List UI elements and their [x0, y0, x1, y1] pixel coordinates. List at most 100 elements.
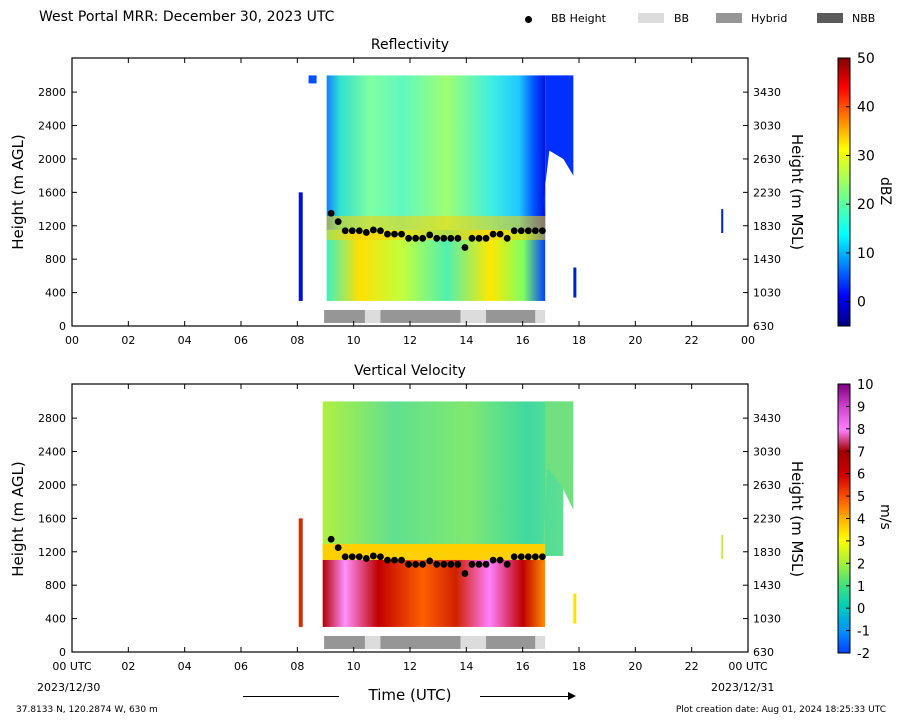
legend-label-bb-height: BB Height: [551, 12, 606, 25]
bb-height-point: [341, 553, 349, 561]
bb-height-point: [334, 544, 342, 551]
bb-height-point: [355, 227, 363, 235]
bb-height-point: [384, 556, 391, 564]
bb-height-point: [531, 227, 539, 235]
bb-height-point: [419, 234, 427, 242]
location-text: 37.8133 N, 120.2874 W, 630 m: [16, 705, 158, 715]
y-tick-right-label: 2630: [753, 479, 781, 492]
y-tick-right-label: 3430: [753, 86, 781, 99]
bb-type-segment: [535, 309, 546, 323]
x-tick-label: 20: [628, 334, 642, 347]
y-tick-label: 2400: [38, 120, 66, 133]
x-tick-label: 08: [290, 334, 304, 347]
bb-type-segment: [324, 635, 365, 649]
bb-height-point: [355, 553, 363, 561]
bb-height-point: [433, 560, 441, 568]
ylabel-left-reflectivity: Height (m AGL): [9, 134, 27, 250]
y-tick-label: 1600: [38, 186, 66, 199]
panel-title-reflectivity: Reflectivity: [370, 37, 450, 53]
x-axis-arrow-right: [480, 696, 572, 697]
reflectivity-tail: [543, 75, 574, 218]
bb-type-segment: [486, 309, 536, 323]
y-tick-right-label: 3030: [753, 120, 781, 133]
x-tick-label: 22: [685, 660, 699, 673]
x-tick-label: 18: [572, 334, 586, 347]
colorbar-tick-label: 30: [857, 148, 875, 164]
plot-frame: [71, 383, 749, 653]
bb-height-point: [531, 553, 539, 561]
y-tick-right-label: 1030: [753, 287, 781, 300]
bb-type-segment: [460, 635, 487, 649]
bb-height-point: [489, 556, 497, 564]
bb-height-point: [362, 555, 370, 562]
y-tick-label: 800: [45, 253, 66, 266]
bb-height-point: [468, 560, 476, 568]
colorbar: [837, 383, 851, 654]
bb-height-point: [369, 552, 377, 560]
panel-title-velocity: Vertical Velocity: [354, 363, 466, 379]
bright-band-region: [326, 215, 546, 240]
bb-height-point: [433, 234, 441, 242]
bb-height-point: [405, 560, 412, 568]
creation-date-text: Plot creation date: Aug 01, 2024 18:25:3…: [675, 705, 886, 715]
y-tick-label: 1200: [38, 546, 66, 559]
x-axis-arrow-left: [243, 696, 339, 697]
bb-height-point: [426, 557, 434, 565]
legend-label-bb: BB: [674, 12, 690, 25]
bb-height-point: [475, 234, 483, 242]
x-tick-label: 20: [628, 660, 642, 673]
x-tick-label: 04: [178, 334, 192, 347]
colorbar-label-ms: m/s: [877, 504, 893, 530]
colorbar-tick-label: 9: [857, 400, 865, 415]
bb-height-point: [461, 570, 469, 577]
bb-type-segment: [486, 635, 536, 649]
y-tick-label: 1600: [38, 512, 66, 525]
x-tick-label: 00 UTC: [728, 660, 768, 673]
bb-height-point: [524, 553, 532, 561]
y-tick-label: 800: [45, 579, 66, 592]
x-tick-label: 12: [403, 660, 417, 673]
colorbar-tick-label: 10: [857, 378, 874, 393]
colorbar-tick-label: 3: [857, 535, 865, 550]
bb-height-point: [362, 229, 370, 236]
x-tick-label: 06: [234, 660, 248, 673]
reflectivity-field-lower: [326, 229, 546, 301]
colorbar-tick-label: 40: [857, 100, 875, 116]
bb-height-point: [327, 535, 335, 543]
y-tick-label: 1200: [38, 220, 66, 233]
y-tick-right-label: 630: [753, 320, 774, 333]
x-tick-label: 18: [572, 660, 586, 673]
bb-height-point: [503, 560, 511, 568]
colorbar-tick-label: 5: [857, 490, 865, 505]
bb-height-point: [489, 230, 497, 238]
y-tick-label: 400: [45, 287, 66, 300]
colorbar-tick-label: 2: [857, 557, 865, 572]
colorbar-tick-label: 4: [857, 513, 865, 528]
bb-height-point: [440, 560, 448, 568]
reflectivity-field-upper: [326, 75, 546, 230]
bb-height-point: [454, 560, 462, 568]
colorbar-tick-label: 0: [857, 295, 866, 311]
ylabel-left-velocity: Height (m AGL): [9, 461, 27, 577]
legend-label-nbb: NBB: [852, 12, 876, 25]
colorbar-tick-label: 1: [857, 580, 865, 595]
y-tick-label: 2000: [38, 479, 66, 492]
bb-height-point: [538, 227, 546, 235]
y-tick-right-label: 630: [753, 646, 774, 659]
x-tick-label: 00 UTC: [52, 660, 92, 673]
colorbar-tick-label: 20: [857, 197, 875, 213]
reflectivity-echo-low: [573, 267, 577, 298]
end-date-label: 2023/12/31: [711, 681, 775, 694]
colorbar-tick-label: 8: [857, 423, 865, 438]
y-tick-right-label: 1430: [753, 579, 781, 592]
bb-height-point: [440, 234, 448, 242]
x-tick-label: 16: [516, 660, 530, 673]
y-tick-right-label: 2630: [753, 153, 781, 166]
x-tick-label: 22: [685, 334, 699, 347]
bb-height-point: [517, 227, 525, 235]
bb-height-point: [384, 230, 391, 238]
x-tick-label: 02: [121, 334, 135, 347]
panel-velocity: 00 UTC 02 04 06 08 10 12 14 16 18 20 22 00 UTC040080…: [38, 378, 874, 673]
bb-height-point: [496, 230, 504, 238]
bb-height-point: [510, 227, 518, 235]
